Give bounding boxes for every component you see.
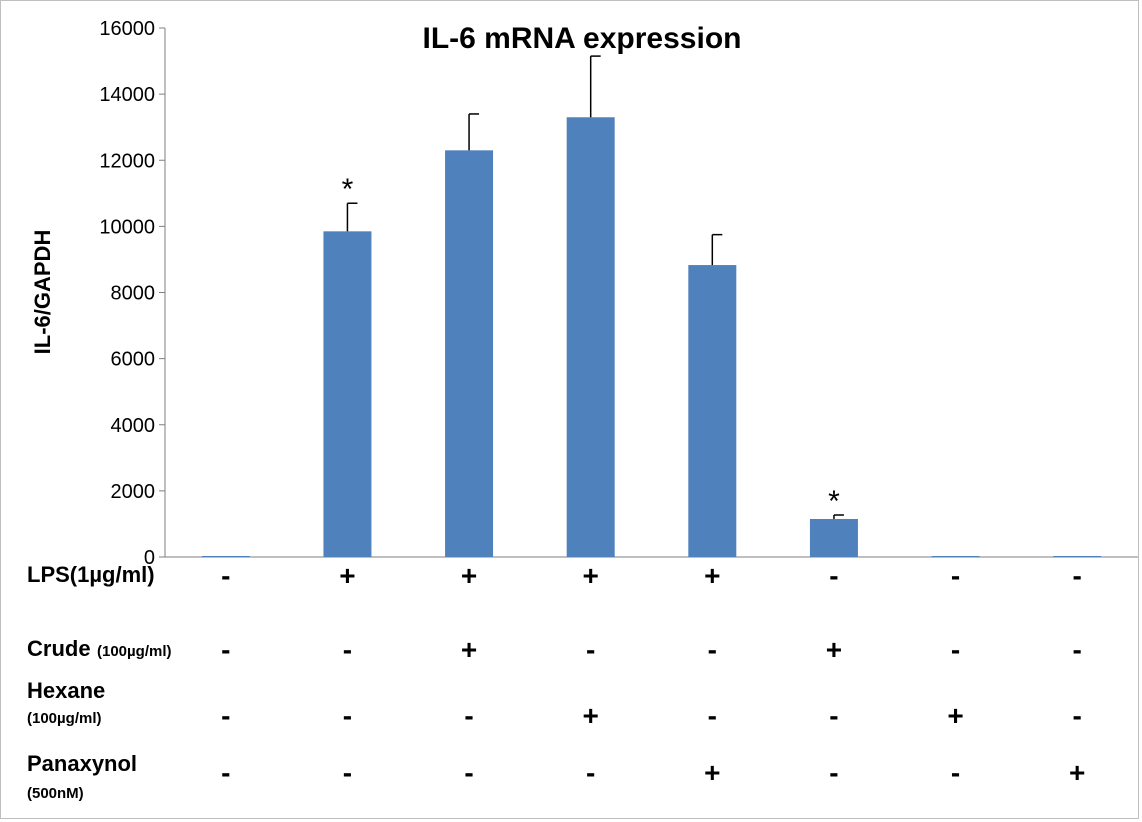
plus-sign: +	[339, 560, 356, 591]
bar	[323, 231, 372, 557]
significance-marker: *	[828, 485, 840, 518]
minus-sign: -	[586, 757, 596, 788]
y-tick-label: 4000	[111, 415, 156, 437]
minus-sign: -	[221, 560, 231, 591]
treatment-sublabel-crude: (100µg/ml)	[97, 643, 172, 660]
bar	[688, 265, 737, 557]
bar	[445, 150, 494, 558]
plus-sign: +	[1069, 757, 1086, 788]
minus-sign: -	[950, 634, 961, 665]
y-tick-label: 14000	[99, 84, 155, 106]
y-tick-label: 2000	[111, 481, 156, 503]
treatment-sublabel-panaxynol: (500nM)	[27, 785, 84, 802]
bar	[1053, 556, 1102, 557]
treatment-label-crude: Crude	[27, 636, 91, 661]
significance-marker: *	[342, 173, 354, 206]
minus-sign: -	[342, 634, 353, 665]
plus-sign: +	[460, 634, 478, 665]
plus-sign: +	[582, 700, 599, 731]
plus-sign: +	[460, 560, 478, 591]
y-tick-label: 0	[144, 547, 155, 569]
minus-sign: -	[1072, 700, 1082, 731]
plus-sign: +	[582, 560, 599, 591]
treatment-label-panaxynol: Panaxynol	[27, 751, 138, 776]
plus-sign: +	[947, 700, 964, 731]
bar	[931, 556, 980, 557]
minus-sign: -	[221, 634, 231, 665]
y-tick-label: 10000	[99, 216, 155, 238]
y-tick-label: 12000	[99, 150, 155, 172]
minus-sign: -	[829, 757, 839, 788]
minus-sign: -	[221, 757, 231, 788]
treatment-sublabel-hexane: (100µg/ml)	[27, 710, 102, 727]
y-axis-label: IL-6/GAPDH	[30, 230, 55, 355]
minus-sign: -	[950, 560, 961, 591]
y-tick-label: 8000	[111, 283, 156, 305]
minus-sign: -	[221, 700, 231, 731]
chart-title: IL-6 mRNA expression	[423, 22, 742, 55]
y-tick-label: 6000	[111, 349, 156, 371]
minus-sign: -	[707, 700, 717, 731]
treatment-label-lps: LPS(1µg/ml)	[27, 562, 155, 587]
minus-sign: -	[829, 560, 839, 591]
minus-sign: -	[829, 700, 839, 731]
plus-sign: +	[704, 757, 721, 788]
minus-sign: -	[342, 757, 353, 788]
y-tick-label: 16000	[99, 18, 155, 40]
treatment-label-hexane: Hexane	[27, 678, 106, 703]
bar	[566, 117, 615, 558]
minus-sign: -	[950, 757, 961, 788]
minus-sign: -	[707, 634, 717, 665]
minus-sign: -	[464, 757, 474, 788]
bar	[809, 518, 858, 557]
minus-sign: -	[586, 634, 596, 665]
minus-sign: -	[1072, 560, 1082, 591]
minus-sign: -	[342, 700, 353, 731]
plus-sign: +	[704, 560, 721, 591]
minus-sign: -	[1072, 634, 1082, 665]
bar	[201, 556, 250, 557]
minus-sign: -	[464, 700, 474, 731]
plus-sign: +	[825, 634, 843, 665]
